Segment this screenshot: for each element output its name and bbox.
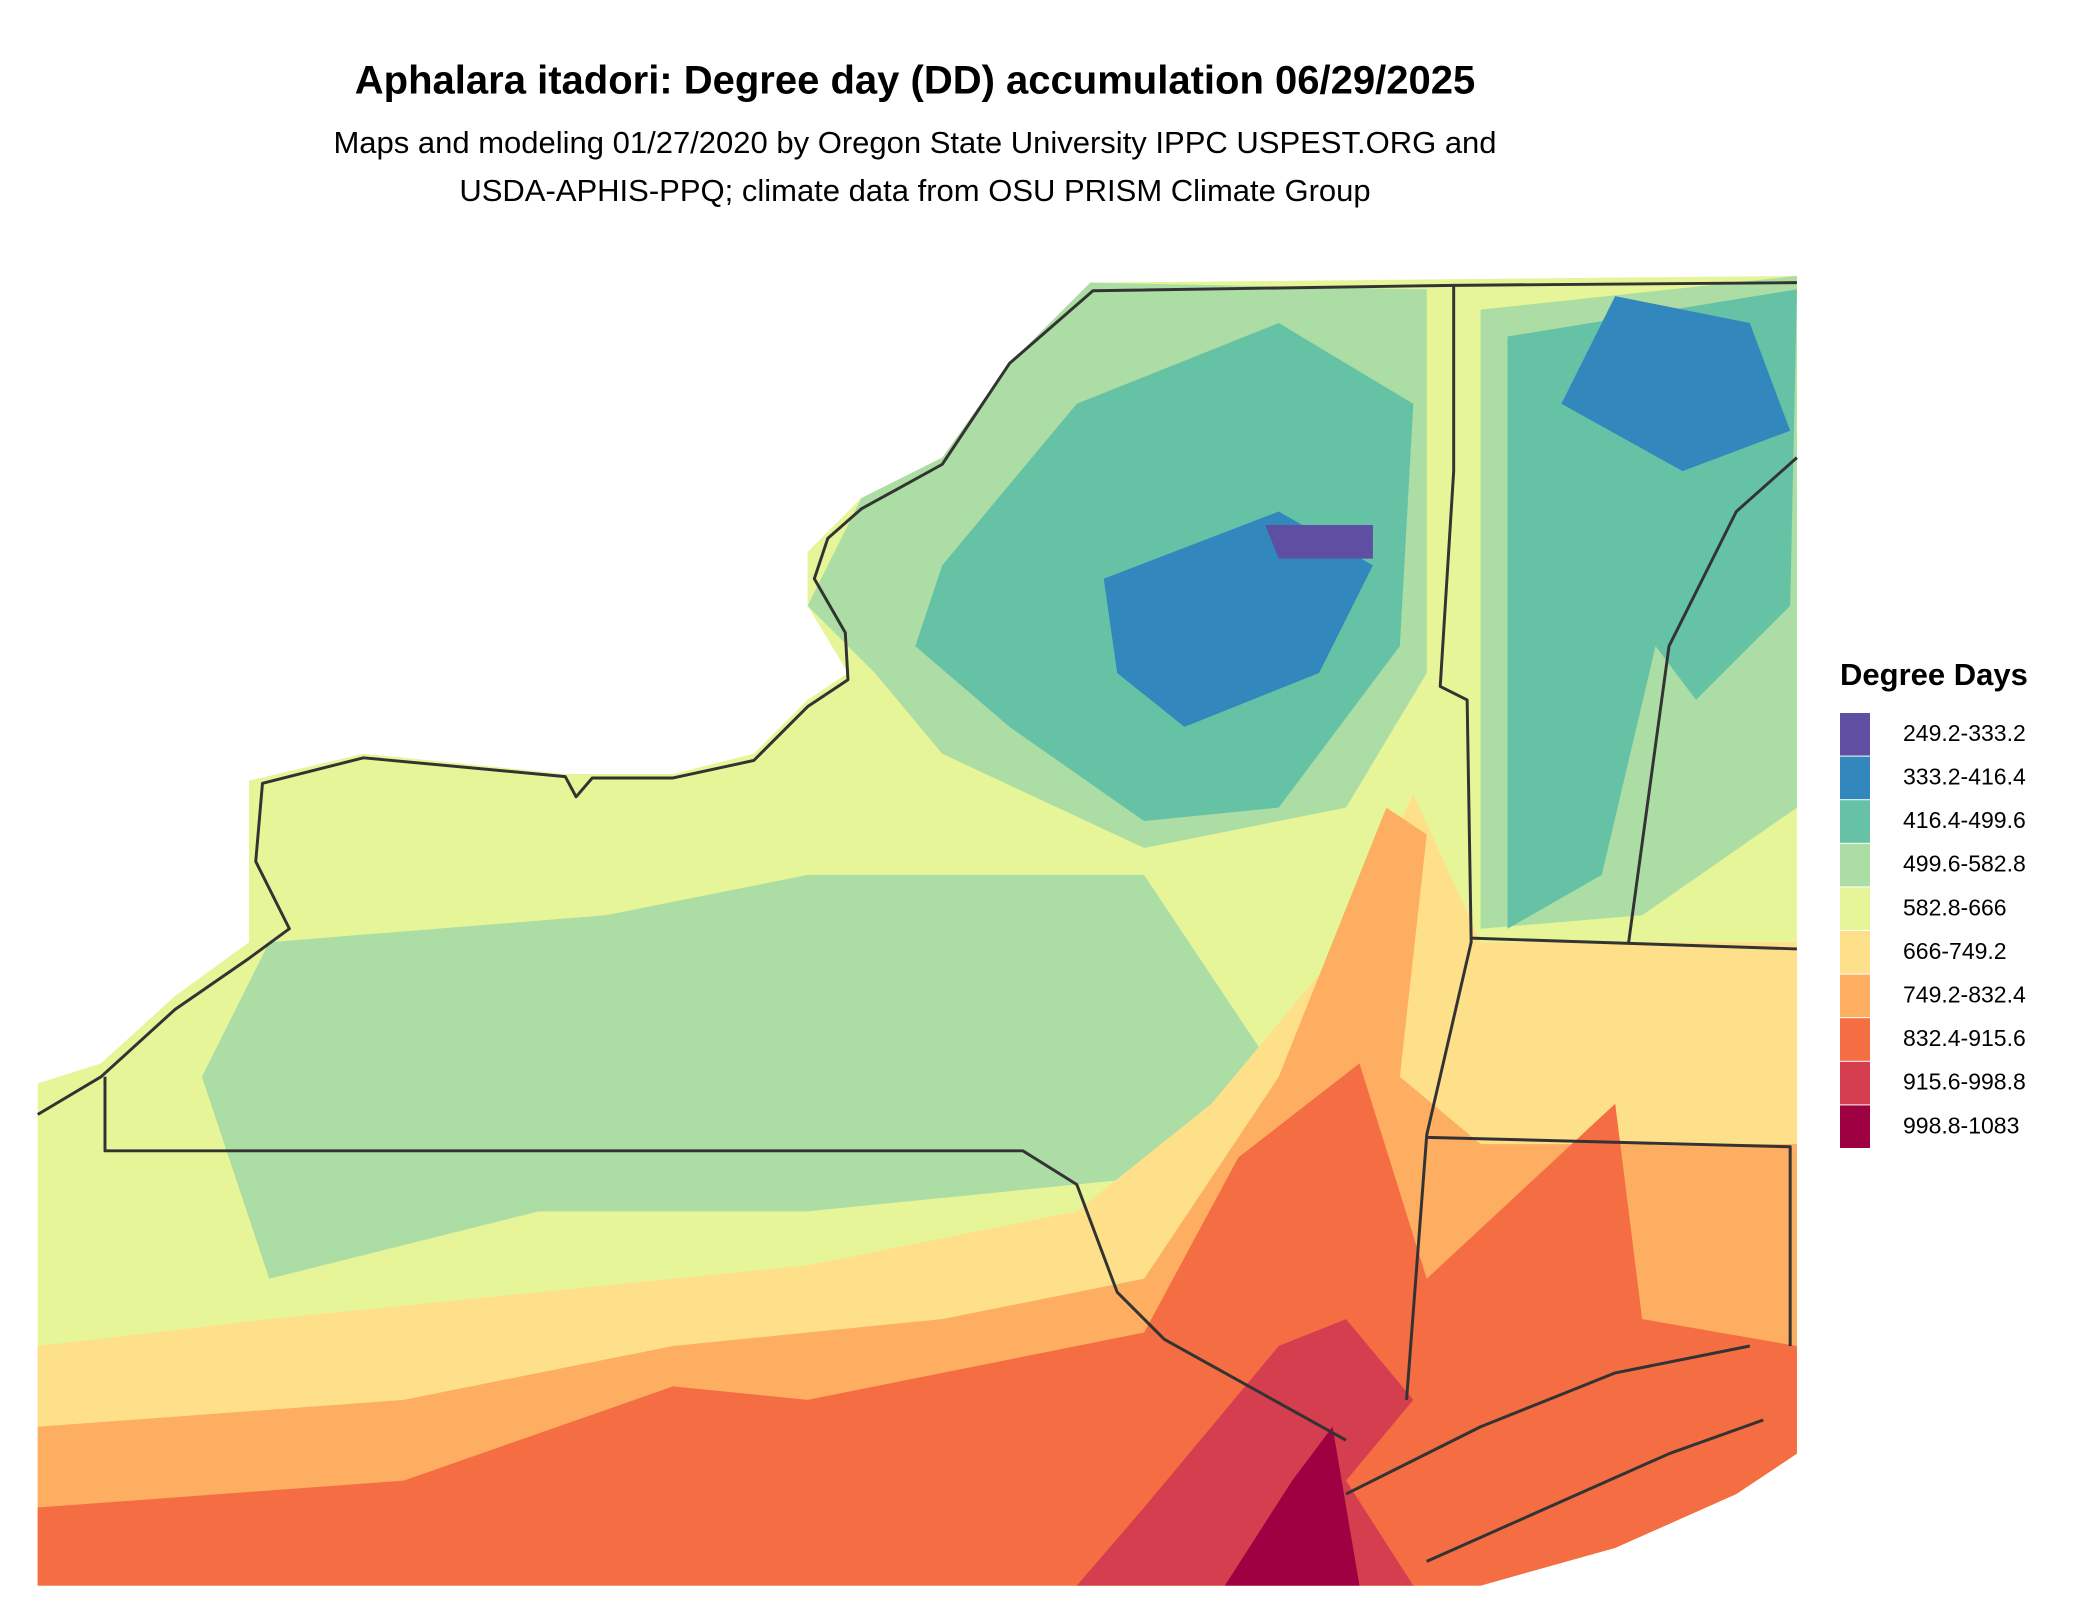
legend-swatch [1840, 843, 1870, 887]
legend-label: 666-749.2 [1903, 938, 2007, 964]
legend-swatch [1840, 713, 1870, 756]
legend-label: 333.2-416.4 [1903, 763, 2026, 789]
state-border [1426, 1135, 1792, 1346]
legend-label: 582.8-666 [1903, 894, 2007, 920]
legend-label: 416.4-499.6 [1903, 807, 2026, 833]
zone [1265, 524, 1373, 559]
map [36, 275, 1798, 1586]
zone [1103, 511, 1373, 727]
legend-label: 915.6-998.8 [1903, 1069, 2026, 1095]
legend-swatch [1840, 887, 1870, 930]
legend-swatch [1840, 1061, 1870, 1105]
legend-swatch [1840, 800, 1870, 843]
state-border [1405, 285, 1473, 1400]
legend-label: 499.6-582.8 [1903, 851, 2026, 877]
legend-label: 832.4-915.6 [1903, 1025, 2026, 1051]
map-title: Aphalara itadori: Degree day (DD) accumu… [355, 59, 1475, 103]
state-border [1627, 456, 1798, 943]
legend: 249.2-333.2 333.2-416.4 416.4-499.6 499.6-5… [1840, 713, 2026, 1148]
legend-label: 998.8-1083 [1903, 1112, 2019, 1138]
coastline [1345, 1344, 1764, 1563]
legend-swatch [1840, 756, 1870, 800]
map-subtitle: Maps and modeling 01/27/2020 by Oregon S… [333, 125, 1496, 160]
legend-swatch [1840, 1018, 1870, 1061]
zone [201, 874, 1279, 1279]
legend-swatch [1840, 1105, 1870, 1148]
state-border [1471, 936, 1797, 951]
legend-label: 249.2-333.2 [1903, 720, 2026, 746]
zone [1561, 296, 1791, 472]
state-border [36, 281, 1797, 1116]
map-subtitle: USDA-APHIS-PPQ; climate data from OSU PR… [459, 173, 1370, 208]
state-border [103, 1076, 1347, 1442]
legend-swatch [1840, 974, 1870, 1018]
zone [1224, 1426, 1360, 1586]
legend-title: Degree Days [1840, 657, 2028, 692]
legend-swatch [1840, 931, 1870, 974]
legend-label: 749.2-832.4 [1903, 981, 2026, 1007]
